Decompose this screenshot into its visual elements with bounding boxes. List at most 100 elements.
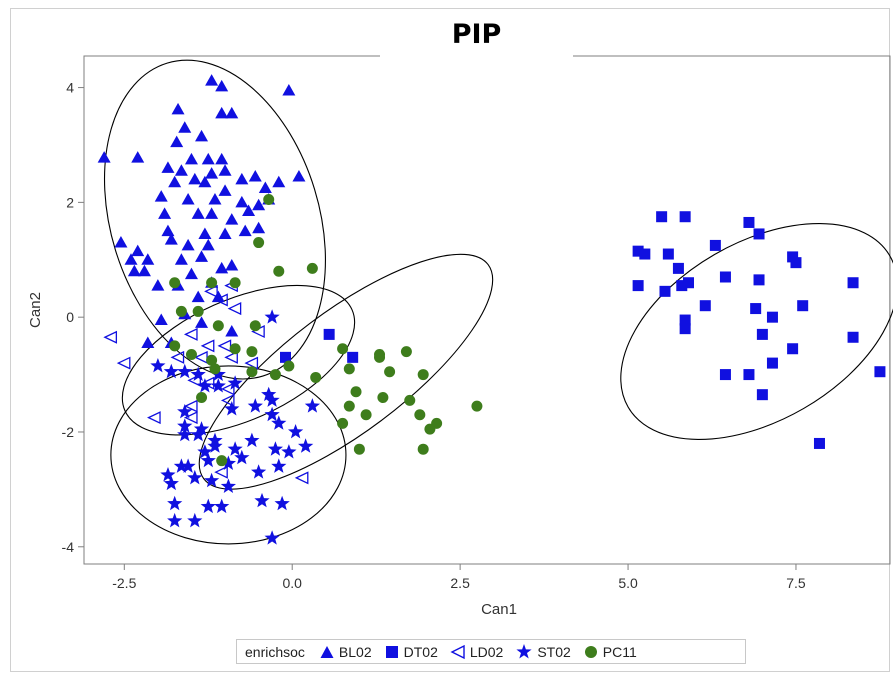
data-point	[288, 424, 304, 439]
data-point	[209, 363, 221, 375]
data-point	[249, 320, 261, 332]
data-point	[161, 161, 175, 173]
data-point	[283, 360, 295, 372]
data-point	[679, 211, 691, 223]
data-point	[246, 366, 258, 378]
data-point	[212, 320, 224, 332]
data-point	[131, 151, 145, 163]
data-point	[220, 478, 236, 493]
data-point	[215, 152, 229, 165]
data-point	[124, 253, 138, 265]
confidence-ellipses	[103, 59, 893, 545]
data-point	[234, 449, 250, 465]
data-point	[787, 251, 799, 263]
data-point	[258, 181, 272, 194]
x-tick-label: 0.0	[282, 575, 302, 591]
data-point	[384, 366, 396, 378]
data-point	[195, 129, 209, 142]
data-point	[217, 339, 232, 353]
data-point	[218, 227, 232, 239]
data-point	[183, 327, 198, 341]
data-point	[195, 316, 209, 328]
data-point	[201, 152, 215, 165]
y-axis-label: Can2	[27, 292, 44, 328]
data-point	[847, 277, 859, 289]
data-point	[160, 467, 176, 482]
ellipse-ld02	[121, 284, 356, 436]
data-point	[161, 224, 175, 237]
data-point	[273, 265, 285, 277]
data-point	[196, 392, 208, 404]
data-point	[214, 498, 230, 514]
data-point	[235, 172, 249, 185]
data-point	[127, 264, 141, 277]
data-point	[280, 351, 291, 363]
data-point	[298, 438, 314, 453]
data-point	[679, 314, 691, 326]
data-point	[247, 398, 263, 413]
data-point	[632, 245, 644, 257]
data-point	[248, 170, 262, 182]
data-point	[263, 194, 275, 206]
data-point	[175, 305, 187, 317]
data-point	[190, 366, 206, 381]
data-point	[154, 190, 168, 202]
data-point	[662, 248, 674, 260]
data-point	[206, 354, 218, 366]
data-point	[244, 356, 259, 370]
data-point	[274, 495, 290, 511]
data-point	[343, 363, 355, 375]
y-tick-label: -2	[62, 424, 75, 440]
data-point	[198, 175, 212, 188]
data-point	[672, 262, 684, 274]
data-point	[177, 418, 193, 433]
data-point	[227, 302, 242, 316]
data-point	[656, 211, 668, 223]
data-point	[147, 411, 161, 425]
data-point	[169, 277, 181, 289]
data-point	[216, 455, 228, 467]
data-point	[205, 207, 219, 219]
data-point	[229, 277, 241, 289]
data-point	[198, 227, 212, 239]
data-point	[195, 250, 209, 262]
data-point	[252, 221, 266, 234]
data-point	[158, 207, 172, 219]
legend-entry-ld02: LD02	[450, 644, 503, 660]
data-point	[304, 398, 320, 413]
data-point	[261, 386, 277, 402]
data-point	[205, 167, 219, 179]
data-point	[766, 311, 778, 323]
data-point	[207, 438, 223, 453]
data-point	[170, 350, 185, 364]
data-point	[220, 393, 235, 407]
data-point	[271, 458, 287, 473]
data-point	[343, 400, 355, 412]
data-point	[215, 79, 229, 92]
data-point	[215, 106, 229, 119]
legend-entry-pc11: PC11	[583, 644, 637, 660]
data-point	[267, 441, 283, 456]
x-tick-label: 2.5	[450, 575, 470, 591]
data-point	[220, 382, 235, 396]
data-point	[813, 437, 825, 449]
data-point	[323, 328, 335, 340]
data-point	[790, 257, 802, 269]
data-point	[167, 495, 183, 511]
ellipse-pc11	[198, 253, 494, 490]
data-point	[235, 195, 249, 208]
data-point	[874, 366, 886, 378]
data-point	[220, 455, 236, 470]
data-point	[719, 271, 731, 283]
data-point	[116, 356, 131, 370]
ellipse-dt02	[620, 223, 893, 440]
data-point	[414, 409, 426, 421]
x-axis: -2.5 0.0 2.5 5.0 7.5	[112, 564, 806, 591]
data-point	[337, 343, 349, 355]
data-point	[377, 392, 389, 404]
data-point	[211, 290, 225, 303]
data-point	[177, 363, 193, 379]
data-point	[229, 343, 241, 355]
data-point	[114, 236, 128, 248]
data-point	[163, 363, 179, 379]
